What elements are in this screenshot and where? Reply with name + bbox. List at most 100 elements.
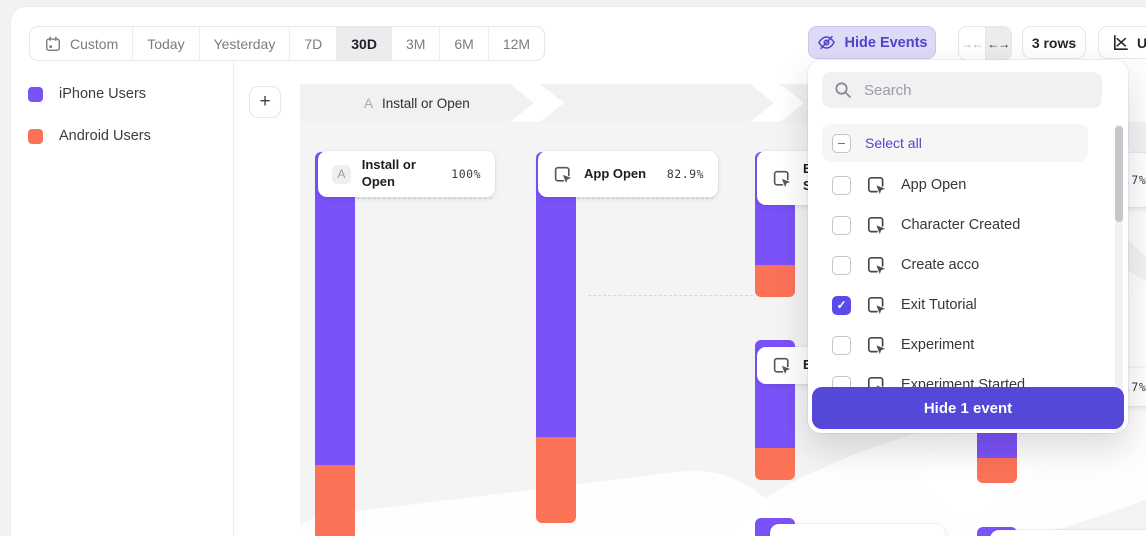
hide-selected-events-button[interactable]: Hide 1 event bbox=[812, 387, 1124, 429]
bar-step3-row1-android[interactable] bbox=[755, 265, 795, 297]
legend-swatch bbox=[28, 86, 43, 102]
event-list-item[interactable]: Character Created bbox=[822, 205, 1088, 245]
card-dashed-underline bbox=[322, 198, 492, 199]
hide-action-label: Hide 1 event bbox=[923, 399, 1013, 417]
event-list-item[interactable]: Create acco bbox=[822, 245, 1088, 285]
step-card-value: .7% bbox=[1124, 173, 1146, 187]
step-letter: A bbox=[364, 95, 374, 111]
select-all-label: Select all bbox=[865, 135, 922, 151]
event-label: Exit Tutorial bbox=[901, 297, 977, 313]
event-list-item[interactable]: App Open bbox=[822, 165, 1088, 205]
add-step-button[interactable]: + bbox=[249, 86, 281, 118]
event-checkbox[interactable] bbox=[832, 255, 851, 275]
date-range-option[interactable]: 30D bbox=[337, 27, 392, 60]
legend-item[interactable]: Android Users bbox=[28, 128, 151, 144]
date-range-option[interactable]: 7D bbox=[290, 27, 338, 60]
click-event-icon bbox=[771, 355, 792, 376]
hide-events-label: Hide Events bbox=[844, 34, 928, 51]
date-range-group: Custom Today Yesterday 7D 30D 3M 6M 12M bbox=[29, 26, 546, 61]
rows-label: 3 rows bbox=[1031, 34, 1077, 51]
bar-step2-iphone[interactable] bbox=[536, 152, 576, 437]
bar-step4-row2-android[interactable] bbox=[977, 458, 1017, 483]
funnel-step-segment-2[interactable] bbox=[540, 84, 774, 122]
collapse-columns-icon[interactable]: →← bbox=[960, 36, 984, 51]
plus-icon: + bbox=[259, 91, 271, 112]
step-card-value: 82.9% bbox=[666, 167, 704, 181]
step-card-install-or-open[interactable]: A Install or Open 100% bbox=[318, 151, 495, 197]
step-card-value: .7% bbox=[1124, 380, 1146, 394]
hide-events-dropdown: − Select all App Open Character Created … bbox=[808, 60, 1128, 433]
event-list: App Open Character Created Create acco ✓… bbox=[822, 165, 1088, 405]
event-list-item[interactable]: Experiment bbox=[822, 325, 1088, 365]
column-width-toggle: →← ←→ bbox=[958, 26, 1012, 61]
funnel-step-segment-1[interactable]: A Install or Open bbox=[300, 84, 534, 122]
event-checkbox[interactable] bbox=[832, 335, 851, 355]
event-label: App Open bbox=[901, 177, 967, 193]
click-event-icon bbox=[865, 254, 887, 276]
date-range-option[interactable]: Today bbox=[133, 27, 200, 60]
date-range-label: Today bbox=[147, 35, 185, 52]
click-event-icon bbox=[865, 174, 887, 196]
rows-button[interactable]: 3 rows bbox=[1022, 26, 1086, 59]
date-range-label: 7D bbox=[304, 35, 323, 52]
event-label: Experiment bbox=[901, 337, 975, 353]
step-a-badge: A bbox=[332, 164, 351, 184]
date-range-label: Yesterday bbox=[213, 35, 276, 52]
date-range-option[interactable]: 3M bbox=[392, 27, 441, 60]
step-connector-line bbox=[588, 295, 753, 296]
event-checkbox[interactable] bbox=[832, 215, 851, 235]
event-list-item[interactable]: ✓ Exit Tutorial bbox=[822, 285, 1088, 325]
date-range-label: 6M bbox=[454, 35, 474, 52]
date-range-option[interactable]: 12M bbox=[489, 27, 544, 60]
date-range-label: Custom bbox=[70, 35, 119, 52]
step-card-label: E bbox=[803, 357, 812, 374]
event-search-box[interactable] bbox=[822, 72, 1102, 108]
step-card-row3-col3[interactable] bbox=[770, 524, 945, 536]
chart-icon bbox=[1111, 33, 1130, 52]
click-event-icon bbox=[865, 294, 887, 316]
legend-label: Android Users bbox=[59, 128, 151, 144]
bar-step1-android[interactable] bbox=[315, 465, 355, 536]
search-icon bbox=[834, 81, 852, 99]
event-label: Character Created bbox=[901, 217, 1021, 233]
date-range-label: 12M bbox=[502, 35, 531, 52]
bar-step2-android[interactable] bbox=[536, 437, 576, 523]
card-dashed-underline bbox=[542, 198, 714, 199]
calendar-icon bbox=[44, 35, 62, 53]
select-all-row[interactable]: − Select all bbox=[822, 124, 1088, 162]
series-legend: iPhone Users Android Users bbox=[28, 86, 151, 144]
legend-item[interactable]: iPhone Users bbox=[28, 86, 151, 102]
step-card-row3-col4[interactable] bbox=[990, 530, 1146, 536]
users-label: U bbox=[1137, 34, 1146, 51]
select-all-checkbox[interactable]: − bbox=[832, 133, 851, 153]
event-checkbox[interactable]: ✓ bbox=[832, 295, 851, 315]
step-card-app-open[interactable]: App Open 82.9% bbox=[538, 151, 718, 197]
search-input[interactable] bbox=[862, 80, 1090, 100]
bar-step3-row2-android[interactable] bbox=[755, 448, 795, 480]
event-label: Create acco bbox=[901, 257, 980, 273]
event-checkbox[interactable] bbox=[832, 175, 851, 195]
click-event-icon bbox=[771, 168, 792, 189]
date-range-label: 3M bbox=[405, 35, 426, 52]
step-label: Install or Open bbox=[382, 95, 470, 111]
hide-events-button[interactable]: Hide Events bbox=[808, 26, 936, 59]
date-range-label: 30D bbox=[351, 35, 377, 52]
eye-off-icon bbox=[817, 33, 836, 52]
click-event-icon bbox=[865, 214, 887, 236]
expand-columns-icon[interactable]: ←→ bbox=[984, 27, 1011, 60]
legend-divider bbox=[233, 60, 234, 536]
step-card-label: Install or Open bbox=[361, 157, 416, 189]
bar-step1-iphone[interactable] bbox=[315, 152, 355, 465]
legend-swatch bbox=[28, 128, 43, 144]
step-card-label: App Open bbox=[584, 165, 647, 181]
date-range-option[interactable]: Yesterday bbox=[200, 27, 291, 60]
dropdown-scrollbar-track[interactable] bbox=[1115, 124, 1123, 433]
users-chart-button[interactable]: U bbox=[1098, 26, 1146, 59]
dropdown-scrollbar-thumb[interactable] bbox=[1115, 126, 1123, 222]
click-event-icon bbox=[552, 164, 573, 185]
step-card-value: 100% bbox=[451, 167, 481, 181]
date-range-option[interactable]: 6M bbox=[440, 27, 489, 60]
date-range-option[interactable]: Custom bbox=[30, 27, 134, 60]
click-event-icon bbox=[865, 334, 887, 356]
